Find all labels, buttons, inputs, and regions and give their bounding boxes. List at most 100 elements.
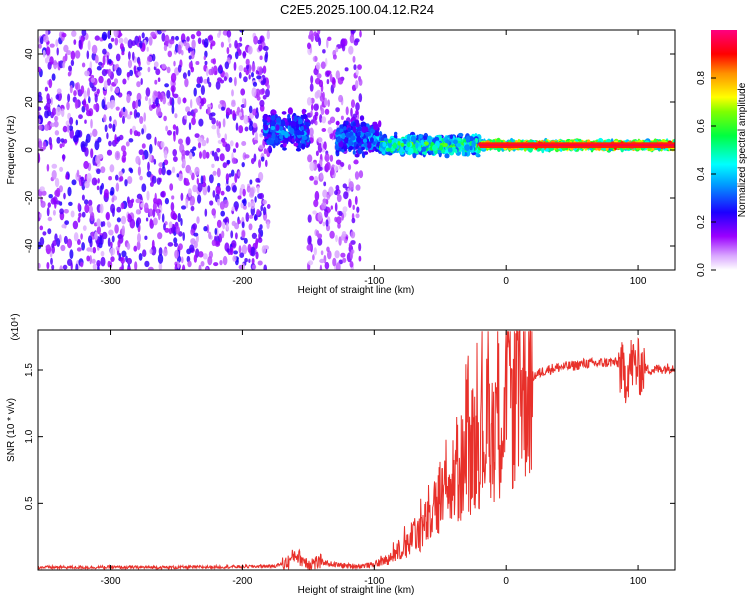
heatmap-cell — [190, 66, 195, 73]
heatmap-cell — [77, 202, 81, 211]
heatmap-cell — [259, 133, 264, 138]
heatmap-cell — [146, 133, 152, 140]
heatmap-cell — [47, 216, 53, 222]
heatmap-cell — [419, 134, 423, 139]
heatmap-cell — [242, 204, 247, 210]
heatmap-cell — [183, 41, 187, 47]
heatmap-cell — [307, 235, 312, 246]
heatmap-cell — [45, 46, 51, 56]
heatmap-cell — [226, 159, 231, 165]
heatmap-cell — [177, 261, 180, 269]
heatmap-cell — [263, 113, 267, 121]
heatmap-cell — [251, 63, 256, 73]
heatmap-cell — [256, 95, 261, 101]
snr-y-ticks: 0.5 1.0 1.5 — [24, 363, 675, 510]
heatmap-cell — [360, 121, 367, 128]
heatmap-cell — [222, 162, 227, 169]
heatmap-cell — [77, 216, 81, 223]
heatmap-cell — [38, 95, 43, 103]
heatmap-cell — [114, 150, 121, 161]
heatmap-cell — [156, 177, 161, 185]
heatmap-cell — [141, 183, 147, 192]
heatmap-cell — [309, 175, 314, 181]
heatmap-cell — [461, 149, 465, 157]
heatmap-cell — [197, 182, 203, 193]
carrier-core — [479, 144, 675, 147]
heatmap-cell — [169, 96, 173, 106]
heatmap-cell — [115, 53, 121, 62]
heatmap-cell — [209, 174, 214, 184]
heatmap-cell — [141, 32, 145, 39]
heatmap-cell — [242, 188, 246, 197]
heatmap-cell — [231, 240, 237, 249]
heatmap-cell — [207, 106, 211, 116]
heatmap-cell — [162, 95, 167, 105]
heatmap-cell — [211, 239, 217, 247]
heatmap-cell — [154, 192, 157, 203]
x-tick-label: 0 — [503, 576, 509, 587]
heatmap-cell — [171, 166, 176, 174]
heatmap-cell — [166, 66, 171, 74]
heatmap-cell — [469, 145, 473, 151]
heatmap-cell — [260, 229, 264, 237]
heatmap-cell — [203, 38, 209, 48]
heatmap-cell — [111, 99, 116, 108]
heatmap-cell — [82, 225, 87, 232]
heatmap-cell — [122, 150, 127, 157]
heatmap-cell — [192, 184, 198, 193]
heatmap-cell — [218, 103, 222, 110]
heatmap-cell — [265, 159, 268, 167]
heatmap-cell — [178, 138, 183, 145]
heatmap-cell — [61, 32, 67, 38]
colorbar-label: Normalized spectral amplitude — [737, 82, 748, 217]
heatmap-cell — [259, 55, 263, 61]
heatmap-cell — [169, 183, 174, 191]
y-tick-label: 0.5 — [24, 496, 35, 510]
heatmap-cell — [195, 61, 200, 65]
heatmap-cell — [145, 87, 151, 97]
heatmap-cell — [225, 143, 231, 152]
heatmap-cell — [359, 30, 362, 38]
heatmap-cell — [135, 209, 140, 215]
heatmap-cell — [147, 66, 151, 73]
heatmap-cell — [200, 175, 204, 185]
heatmap-cell — [177, 212, 181, 223]
heatmap-cell — [255, 131, 258, 140]
heatmap-cell — [298, 142, 302, 149]
heatmap-cell — [108, 58, 112, 65]
heatmap-cell — [56, 136, 61, 144]
heatmap-cell — [44, 124, 50, 131]
heatmap-cell — [353, 64, 357, 71]
heatmap-cell — [191, 117, 196, 126]
heatmap-cell — [382, 141, 387, 148]
heatmap-cell — [59, 265, 63, 270]
heatmap-cell — [90, 247, 93, 253]
heatmap-cell — [337, 136, 341, 143]
heatmap-cell — [318, 37, 322, 47]
heatmap-cell — [244, 154, 250, 159]
heatmap-cell — [342, 257, 347, 263]
heatmap-cell — [193, 87, 197, 97]
heatmap-cell — [55, 187, 61, 198]
heatmap-cell — [216, 219, 222, 228]
heatmap-cell — [212, 170, 217, 176]
heatmap-cell — [132, 100, 137, 110]
heatmap-cell — [146, 190, 150, 201]
heatmap-cell — [81, 146, 87, 153]
heatmap-cell — [341, 44, 346, 52]
heatmap-cell — [213, 151, 218, 162]
heatmap-cell — [182, 72, 187, 79]
heatmap-cell — [252, 264, 257, 270]
heatmap-cell — [161, 32, 166, 42]
heatmap-cell — [226, 30, 232, 38]
heatmap-cell — [84, 119, 87, 124]
heatmap-cell — [318, 79, 324, 88]
heatmap-cell — [62, 61, 66, 69]
heatmap-cell — [101, 99, 106, 109]
heatmap-cell — [355, 69, 359, 76]
heatmap-cell — [51, 163, 58, 169]
heatmap-cell — [208, 231, 212, 240]
heatmap-cell — [268, 145, 272, 151]
heatmap-cell — [235, 232, 238, 240]
heatmap-cell — [320, 107, 325, 115]
